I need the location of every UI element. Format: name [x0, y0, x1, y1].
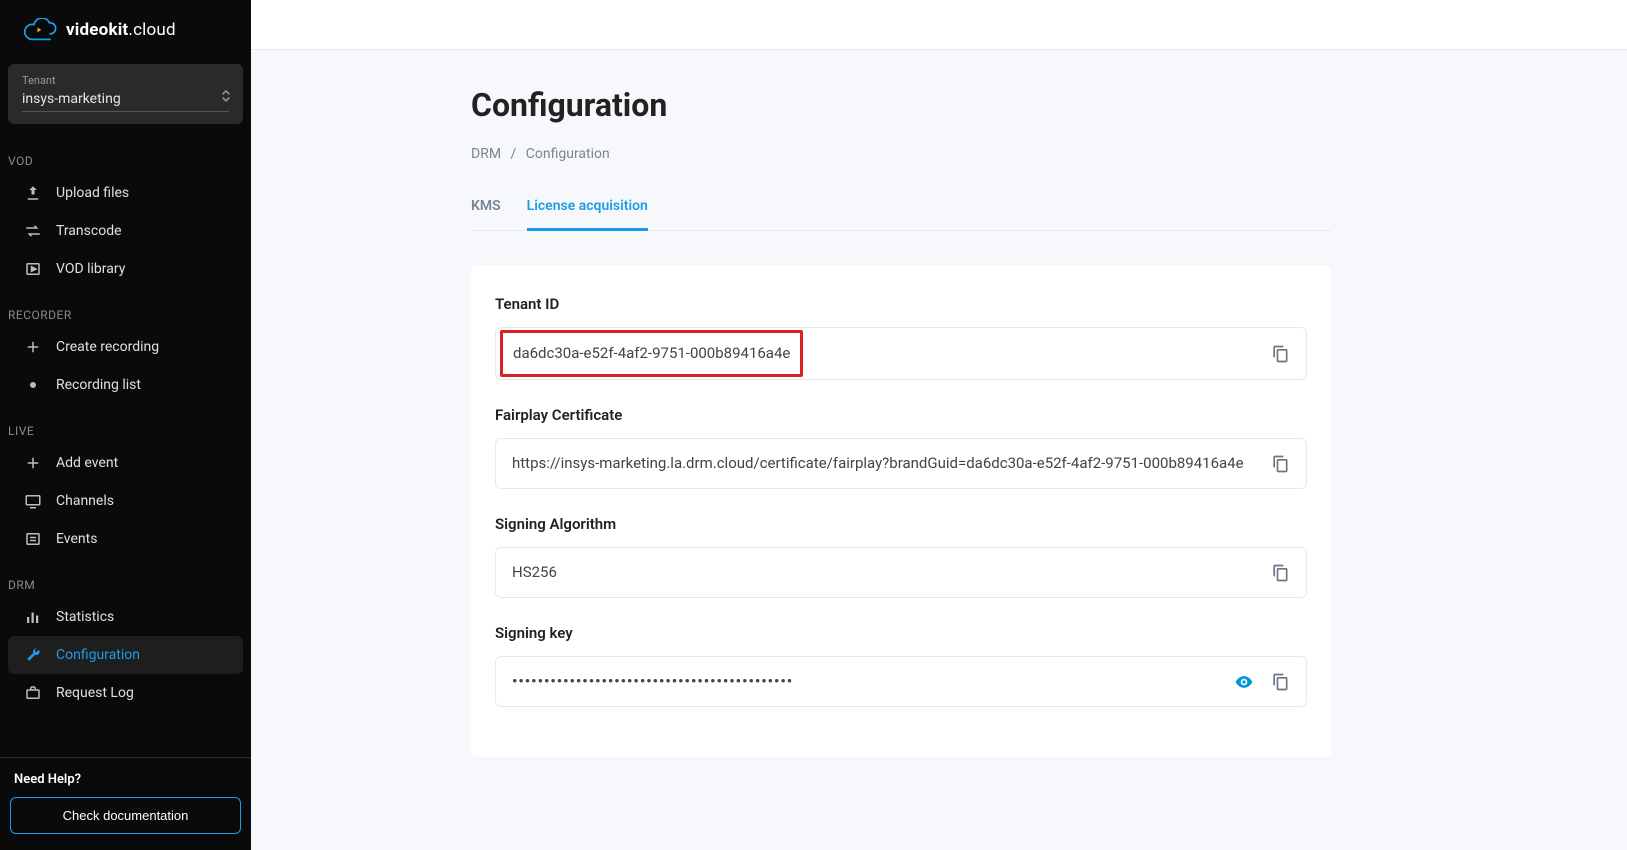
field-box: ••••••••••••••••••••••••••••••••••••••••…: [495, 656, 1307, 707]
nav-label: Channels: [56, 493, 114, 509]
field-label: Fairplay Certificate: [495, 406, 1307, 424]
help-area: Need Help? Check documentation: [0, 757, 251, 850]
nav-label: Recording list: [56, 377, 141, 393]
sidebar-item-recording-list[interactable]: Recording list: [8, 366, 243, 404]
sidebar: videokit.cloud Tenant insys-marketing VO…: [0, 0, 251, 850]
nav-section-drm: DRM: [0, 558, 251, 598]
nav-label: Events: [56, 531, 97, 547]
field-box: HS256: [495, 547, 1307, 598]
tab-kms[interactable]: KMS: [471, 192, 501, 231]
logo-text: videokit.cloud: [66, 20, 176, 40]
tenant-value: insys-marketing: [22, 91, 229, 112]
transcode-icon: [24, 222, 42, 240]
breadcrumb-current: Configuration: [526, 146, 610, 162]
play-square-icon: [24, 260, 42, 278]
tabs: KMS License acquisition: [471, 192, 1331, 231]
main: Configuration DRM / Configuration KMS Li…: [251, 0, 1627, 850]
nav-label: Upload files: [56, 185, 129, 201]
highlighted-value: da6dc30a-e52f-4af2-9751-000b89416a4e: [500, 330, 803, 377]
sidebar-item-events[interactable]: Events: [8, 520, 243, 558]
copy-icon[interactable]: [1270, 672, 1290, 692]
nav-label: Create recording: [56, 339, 159, 355]
sidebar-item-request-log[interactable]: Request Log: [8, 674, 243, 712]
sidebar-item-channels[interactable]: Channels: [8, 482, 243, 520]
field-tenant-id: Tenant ID da6dc30a-e52f-4af2-9751-000b89…: [495, 295, 1307, 380]
copy-icon[interactable]: [1270, 454, 1290, 474]
page-title: Configuration: [471, 86, 1331, 124]
copy-icon[interactable]: [1270, 344, 1290, 364]
field-label: Tenant ID: [495, 295, 1307, 313]
field-value: https://insys-marketing.la.drm.cloud/cer…: [512, 453, 1258, 474]
nav-section-recorder: RECORDER: [0, 288, 251, 328]
plus-icon: [24, 454, 42, 472]
field-value: ••••••••••••••••••••••••••••••••••••••••…: [512, 671, 1222, 692]
config-card: Tenant ID da6dc30a-e52f-4af2-9751-000b89…: [471, 265, 1331, 757]
nav-label: Request Log: [56, 685, 134, 701]
sidebar-item-upload-files[interactable]: Upload files: [8, 174, 243, 212]
briefcase-icon: [24, 684, 42, 702]
bars-icon: [24, 608, 42, 626]
tab-license-acquisition[interactable]: License acquisition: [527, 192, 648, 231]
field-fairplay-certificate: Fairplay Certificate https://insys-marke…: [495, 406, 1307, 489]
monitor-icon: [24, 492, 42, 510]
copy-icon[interactable]: [1270, 563, 1290, 583]
sidebar-item-add-event[interactable]: Add event: [8, 444, 243, 482]
field-value: HS256: [512, 562, 1258, 583]
field-label: Signing Algorithm: [495, 515, 1307, 533]
nav-section-live: LIVE: [0, 404, 251, 444]
nav-label: Transcode: [56, 223, 122, 239]
plus-icon: [24, 338, 42, 356]
cloud-logo-icon: [20, 18, 58, 42]
nav-section-vod: VOD: [0, 134, 251, 174]
field-value-wrapper: da6dc30a-e52f-4af2-9751-000b89416a4e: [502, 332, 1258, 375]
breadcrumb: DRM / Configuration: [471, 146, 1331, 162]
field-box: da6dc30a-e52f-4af2-9751-000b89416a4e: [495, 327, 1307, 380]
check-documentation-button[interactable]: Check documentation: [10, 797, 241, 834]
sidebar-item-transcode[interactable]: Transcode: [8, 212, 243, 250]
nav-label: VOD library: [56, 261, 125, 277]
field-label: Signing key: [495, 624, 1307, 642]
sidebar-item-create-recording[interactable]: Create recording: [8, 328, 243, 366]
reveal-icon[interactable]: [1234, 672, 1254, 692]
breadcrumb-root[interactable]: DRM: [471, 146, 501, 162]
help-title: Need Help?: [10, 772, 241, 787]
sidebar-item-vod-library[interactable]: VOD library: [8, 250, 243, 288]
list-icon: [24, 530, 42, 548]
tenant-selector[interactable]: Tenant insys-marketing: [8, 64, 243, 124]
sidebar-item-configuration[interactable]: Configuration: [8, 636, 243, 674]
breadcrumb-separator: /: [511, 146, 517, 162]
field-box: https://insys-marketing.la.drm.cloud/cer…: [495, 438, 1307, 489]
nav-label: Statistics: [56, 609, 114, 625]
sidebar-item-statistics[interactable]: Statistics: [8, 598, 243, 636]
nav-label: Add event: [56, 455, 118, 471]
field-signing-algorithm: Signing Algorithm HS256: [495, 515, 1307, 598]
dot-icon: [24, 376, 42, 394]
field-signing-key: Signing key ••••••••••••••••••••••••••••…: [495, 624, 1307, 707]
upload-icon: [24, 184, 42, 202]
tenant-label: Tenant: [22, 74, 229, 87]
wrench-icon: [24, 646, 42, 664]
topbar: [251, 0, 1627, 50]
nav-label: Configuration: [56, 647, 140, 663]
logo[interactable]: videokit.cloud: [0, 0, 251, 56]
chevron-updown-icon: [221, 89, 231, 106]
